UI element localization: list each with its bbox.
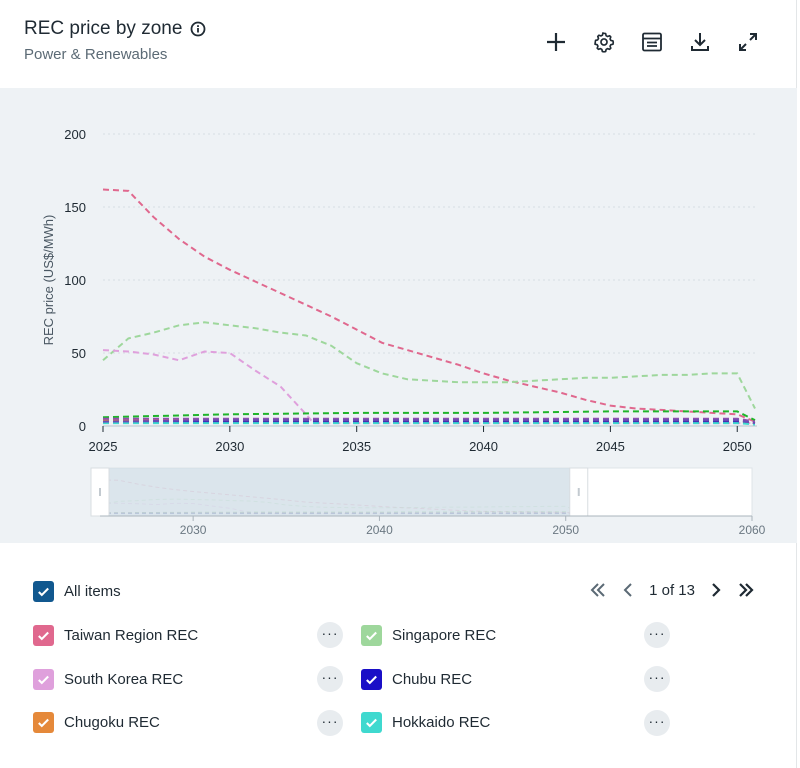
x-tick-label: 2035 xyxy=(342,439,371,454)
navigator-tick-label: 2050 xyxy=(552,523,579,537)
first-page-icon[interactable] xyxy=(589,581,607,599)
x-tick-label: 2045 xyxy=(596,439,625,454)
more-options-button[interactable]: ··· xyxy=(317,666,343,692)
checkbox-icon[interactable] xyxy=(361,669,382,690)
more-icon: ··· xyxy=(321,713,339,729)
series-line[interactable] xyxy=(102,419,756,425)
y-tick-label: 50 xyxy=(72,346,86,361)
legend: All items 1 of 13 Taiwan Region REC ··· xyxy=(0,570,797,768)
y-tick-label: 150 xyxy=(64,200,86,215)
more-icon: ··· xyxy=(648,713,666,729)
more-options-button[interactable]: ··· xyxy=(644,710,670,736)
download-icon[interactable] xyxy=(688,30,712,54)
x-tick-label: 2040 xyxy=(469,439,498,454)
legend-item-chugoku[interactable]: Chugoku REC xyxy=(33,712,160,733)
chart-subtitle: Power & Renewables xyxy=(24,46,168,63)
y-tick-label: 200 xyxy=(64,127,86,142)
series-line[interactable] xyxy=(102,410,756,422)
legend-item-label: Taiwan Region REC xyxy=(64,627,199,644)
all-items-toggle[interactable]: All items xyxy=(33,581,121,602)
table-icon[interactable] xyxy=(640,30,664,54)
checkbox-icon[interactable] xyxy=(33,712,54,733)
page-indicator: 1 of 13 xyxy=(649,581,695,599)
series-line[interactable] xyxy=(102,188,756,423)
checkbox-icon[interactable] xyxy=(33,669,54,690)
more-options-button[interactable]: ··· xyxy=(644,622,670,648)
gear-icon[interactable] xyxy=(592,30,616,54)
y-axis-label: REC price (US$/MWh) xyxy=(41,215,56,346)
checkbox-icon[interactable] xyxy=(33,625,54,646)
more-options-button[interactable]: ··· xyxy=(317,710,343,736)
x-tick-label: 2050 xyxy=(723,439,752,454)
y-tick-label: 0 xyxy=(79,419,86,434)
last-page-icon[interactable] xyxy=(737,581,755,599)
more-icon: ··· xyxy=(321,625,339,641)
chart-area: 0 50 100 150 200 REC price (US$/MWh) 2025 2030 2… xyxy=(0,88,797,543)
navigator-selection[interactable] xyxy=(100,468,579,516)
next-page-icon[interactable] xyxy=(707,581,725,599)
series-line[interactable] xyxy=(102,321,756,409)
legend-item-label: Singapore REC xyxy=(392,627,497,644)
more-options-button[interactable]: ··· xyxy=(317,622,343,648)
all-items-label: All items xyxy=(64,583,121,600)
legend-item-taiwan[interactable]: Taiwan Region REC xyxy=(33,625,198,646)
navigator-tick-label: 2040 xyxy=(366,523,393,537)
more-options-button[interactable]: ··· xyxy=(644,666,670,692)
legend-item-label: South Korea REC xyxy=(64,671,184,688)
legend-item-label: Chubu REC xyxy=(392,671,473,688)
chart-title: REC price by zone xyxy=(24,18,183,39)
legend-item-label: Hokkaido REC xyxy=(392,714,491,731)
header: REC price by zone Power & Renewables xyxy=(24,18,206,63)
x-tick-label: 2030 xyxy=(215,439,244,454)
toolbar xyxy=(544,30,760,54)
series-line[interactable] xyxy=(103,422,756,426)
checkbox-icon[interactable] xyxy=(361,625,382,646)
x-tick-label: 2025 xyxy=(89,439,118,454)
pagination: 1 of 13 xyxy=(589,581,755,599)
more-icon: ··· xyxy=(648,669,666,685)
series-line[interactable] xyxy=(102,349,755,425)
prev-page-icon[interactable] xyxy=(619,581,637,599)
navigator-tick-label: 2060 xyxy=(739,523,766,537)
more-icon: ··· xyxy=(321,669,339,685)
legend-item-singapore[interactable]: Singapore REC xyxy=(361,625,496,646)
legend-item-hokkaido[interactable]: Hokkaido REC xyxy=(361,712,490,733)
legend-item-label: Chugoku REC xyxy=(64,714,160,731)
checkbox-icon[interactable] xyxy=(361,712,382,733)
legend-item-chubu[interactable]: Chubu REC xyxy=(361,669,472,690)
series-line[interactable] xyxy=(103,417,756,423)
checkbox-icon[interactable] xyxy=(33,581,54,602)
line-chart[interactable]: 0 50 100 150 200 REC price (US$/MWh) 2025 2030 2… xyxy=(0,88,797,543)
expand-icon[interactable] xyxy=(736,30,760,54)
plus-icon[interactable] xyxy=(544,30,568,54)
more-icon: ··· xyxy=(648,625,666,641)
y-tick-label: 100 xyxy=(64,273,86,288)
info-icon[interactable] xyxy=(190,21,206,37)
navigator-tick-label: 2030 xyxy=(180,523,207,537)
legend-item-south-korea[interactable]: South Korea REC xyxy=(33,669,183,690)
